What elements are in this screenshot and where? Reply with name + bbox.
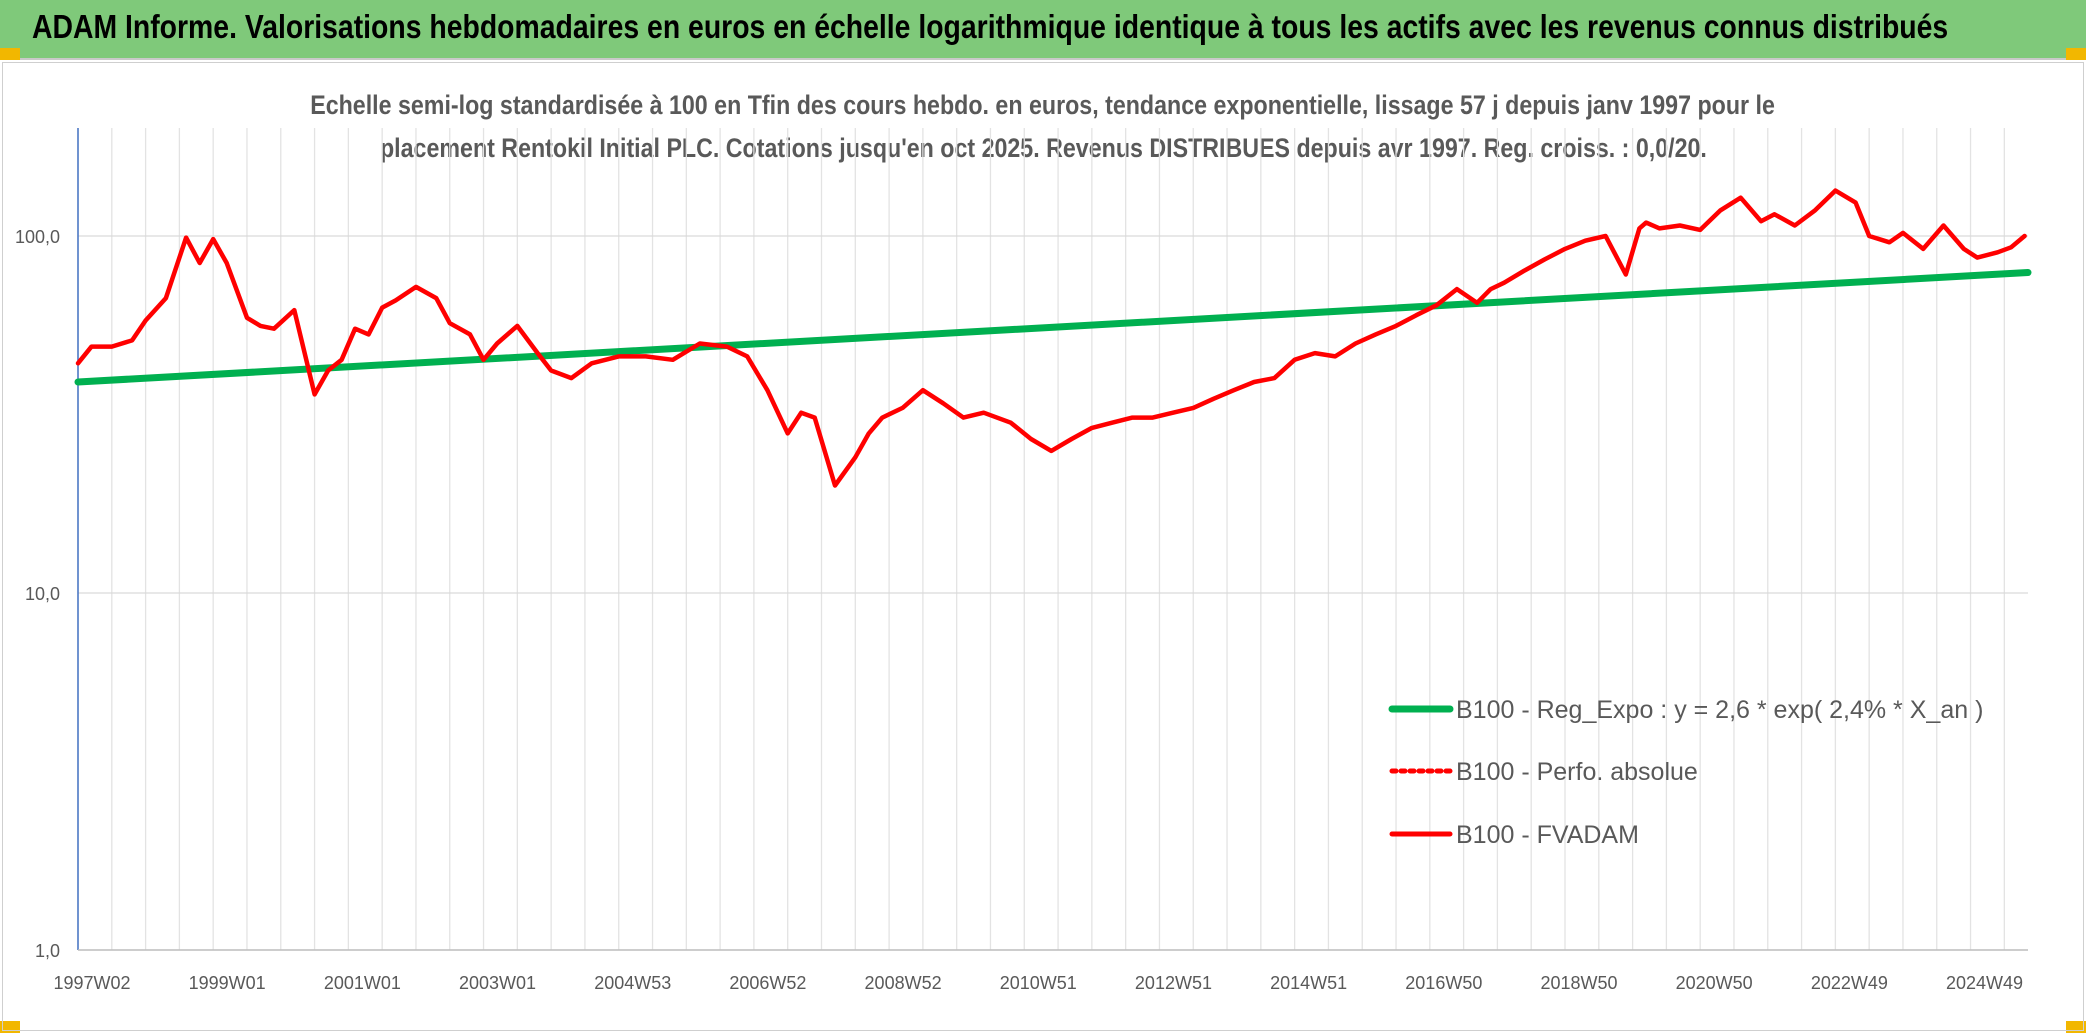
x-tick-label: 2016W50 (1405, 973, 1482, 993)
x-tick-label: 2014W51 (1270, 973, 1347, 993)
x-tick-label: 2024W49 (1946, 973, 2023, 993)
x-tick-label: 2001W01 (324, 973, 401, 993)
series-line-fvadam (75, 188, 2027, 488)
x-tick-label: 2006W52 (729, 973, 806, 993)
legend-label: B100 - FVADAM (1456, 821, 1639, 849)
x-tick-label: 2004W53 (594, 973, 671, 993)
x-tick-label: 2020W50 (1676, 973, 1753, 993)
corner-mark-top-right (2066, 48, 2086, 60)
x-tick-label: 1997W02 (53, 973, 130, 993)
chart-frame (2, 62, 2084, 1031)
x-tick-label: 2022W49 (1811, 973, 1888, 993)
x-tick-label: 2012W51 (1135, 973, 1212, 993)
chart-title-line1: Echelle semi-log standardisée à 100 en T… (310, 90, 1776, 120)
page-title: ADAM Informe. Valorisations hebdomadaire… (32, 8, 1949, 45)
chart-title-line2: placement Rentokil Initial PLC. Cotation… (379, 133, 1707, 163)
y-tick-label: 10,0 (25, 584, 60, 604)
legend-label: B100 - Perfo. absolue (1456, 758, 1698, 786)
x-tick-label: 2018W50 (1540, 973, 1617, 993)
x-tick-label: 1999W01 (189, 973, 266, 993)
x-tick-label: 2003W01 (459, 973, 536, 993)
x-tick-label: 2008W52 (865, 973, 942, 993)
header-banner: ADAM Informe. Valorisations hebdomadaire… (0, 0, 2086, 60)
legend-label: B100 - Reg_Expo : y = 2,6 * exp( 2,4% * … (1456, 696, 1983, 724)
y-tick-label: 1,0 (35, 941, 60, 961)
x-tick-label: 2010W51 (1000, 973, 1077, 993)
corner-mark-top-left (0, 48, 20, 60)
regression-line (74, 269, 2032, 386)
y-tick-label: 100,0 (15, 227, 60, 247)
